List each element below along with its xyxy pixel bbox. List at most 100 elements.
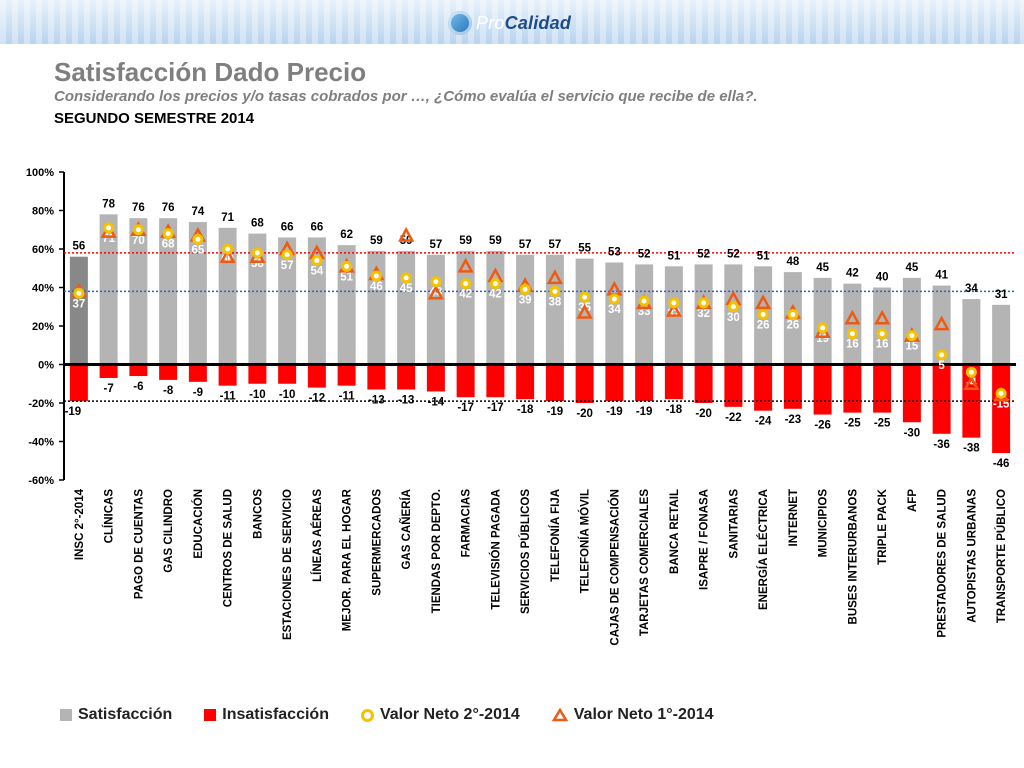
satisfaction-bar xyxy=(813,277,832,365)
legend-label: Insatisfacción xyxy=(222,706,329,723)
insatisfaction-label: -18 xyxy=(517,404,534,416)
insatisfaction-label: -22 xyxy=(725,412,742,424)
insatisfaction-label: -14 xyxy=(428,396,445,408)
neto2-label: 15 xyxy=(905,341,918,353)
satisfaction-bar xyxy=(456,250,475,365)
satisfaction-label: 76 xyxy=(132,202,145,214)
category-label: CLÍNICAS xyxy=(103,489,116,544)
legend-item-insatisfaction: Insatisfacción xyxy=(204,706,329,724)
insatisfaction-bar xyxy=(545,364,564,402)
neto2-marker xyxy=(281,249,293,261)
insatisfaction-bar xyxy=(486,364,505,398)
satisfaction-bar xyxy=(516,254,535,365)
insatisfaction-label: -23 xyxy=(785,414,802,426)
satisfaction-label: 59 xyxy=(489,235,502,247)
insatisfaction-label: -13 xyxy=(398,395,415,407)
category-label: ISAPRE / FONASA xyxy=(699,489,711,590)
insatisfaction-bar xyxy=(278,364,297,384)
y-tick-label: 100% xyxy=(26,167,54,179)
insatisfaction-bar xyxy=(694,364,713,403)
neto2-marker xyxy=(608,293,620,305)
insatisfaction-label: -38 xyxy=(963,443,980,455)
orange-triangle-icon xyxy=(551,708,568,722)
insatisfaction-label: -19 xyxy=(65,406,82,418)
category-label: LÍNEAS AÉREAS xyxy=(311,489,324,582)
neto2-marker xyxy=(727,301,739,313)
neto2-label: 16 xyxy=(846,339,859,351)
neto2-marker xyxy=(638,295,650,307)
satisfaction-bar xyxy=(426,254,445,365)
insatisfaction-bar xyxy=(813,364,832,415)
satisfaction-bar xyxy=(278,237,297,365)
neto2-marker xyxy=(846,328,858,340)
insatisfaction-label: -19 xyxy=(636,406,653,418)
neto2-marker xyxy=(311,255,323,267)
logo-text: ProCalidad xyxy=(476,13,571,34)
category-label: BANCA RETAIL xyxy=(669,489,681,574)
satisfaction-bar xyxy=(694,264,713,365)
page-title: Satisfacción Dado Precio xyxy=(54,57,367,87)
neto1-marker xyxy=(874,309,891,325)
satisfaction-label: 51 xyxy=(667,250,680,262)
insatisfaction-bar xyxy=(724,364,743,407)
category-label: MEJOR. PARA EL HOGAR xyxy=(342,488,354,631)
satisfaction-bar xyxy=(188,222,207,365)
satisfaction-bar xyxy=(873,287,892,365)
neto1-marker xyxy=(427,284,444,300)
insatisfaction-bar xyxy=(69,364,88,402)
neto2-marker xyxy=(757,308,769,320)
category-label: SERVICIOS PÚBLICOS xyxy=(519,489,532,614)
neto1-marker xyxy=(546,269,563,285)
neto2-marker xyxy=(132,224,144,236)
satisfaction-bar xyxy=(397,250,416,365)
category-label: FARMACIAS xyxy=(461,489,473,558)
legend-label: Valor Neto 1°-2014 xyxy=(573,706,714,723)
procalidad-logo: ProCalidad xyxy=(448,6,571,40)
category-label: ENERGÍA ELÉCTRICA xyxy=(757,489,770,610)
y-tick-label: -60% xyxy=(28,475,54,487)
neto2-marker xyxy=(73,287,85,299)
neto1-marker xyxy=(755,294,772,310)
logo-text-calidad: Calidad xyxy=(504,12,572,33)
insatisfaction-label: -6 xyxy=(133,381,143,393)
neto2-label: 54 xyxy=(310,266,323,278)
neto2-marker xyxy=(489,278,501,290)
insatisfaction-label: -46 xyxy=(993,458,1010,470)
neto2-marker xyxy=(876,328,888,340)
satisfaction-bar xyxy=(635,264,654,365)
insatisfaction-label: -13 xyxy=(368,395,385,407)
insatisfaction-label: -7 xyxy=(104,383,114,395)
insatisfaction-bar xyxy=(397,364,416,390)
neto2-label: 46 xyxy=(370,281,383,293)
neto2-label: 51 xyxy=(340,271,353,283)
category-label: BUSES INTERURBANOS xyxy=(847,489,859,625)
insatisfaction-label: -8 xyxy=(163,385,174,397)
satisfaction-label: 59 xyxy=(459,235,472,247)
category-label: SUPERMERCADOS xyxy=(371,489,383,596)
insatisfaction-bar xyxy=(575,364,594,403)
category-label: TARJETAS COMERCIALES xyxy=(639,489,651,636)
neto2-label: 34 xyxy=(608,304,621,316)
insatisfaction-label: -18 xyxy=(666,404,683,416)
neto2-label: 16 xyxy=(876,339,889,351)
category-label: AUTOPISTAS URBANAS xyxy=(966,489,978,623)
insatisfaction-bar xyxy=(754,364,773,411)
satisfaction-label: 57 xyxy=(548,239,561,251)
category-label: TELEFONÍA FIJA xyxy=(549,489,562,582)
satisfaction-label: 71 xyxy=(221,212,234,224)
neto2-marker xyxy=(906,330,918,342)
header-banner: ProCalidad xyxy=(0,0,1024,44)
satisfaction-label: 42 xyxy=(846,268,859,280)
insatisfaction-bar xyxy=(188,364,207,382)
category-label: BANCOS xyxy=(252,489,264,539)
category-label: EDUCACIÓN xyxy=(192,489,205,559)
neto1-marker xyxy=(457,257,474,273)
satisfaction-label: 68 xyxy=(251,218,264,230)
insatisfaction-label: -30 xyxy=(904,427,921,439)
insatisfaction-bar xyxy=(783,364,802,409)
insatisfaction-bar xyxy=(873,364,892,413)
insatisfaction-label: -36 xyxy=(933,439,950,451)
page-period: SEGUNDO SEMESTRE 2014 xyxy=(54,110,255,127)
satisfaction-label: 57 xyxy=(429,239,442,251)
insatisfaction-label: -25 xyxy=(874,418,891,430)
